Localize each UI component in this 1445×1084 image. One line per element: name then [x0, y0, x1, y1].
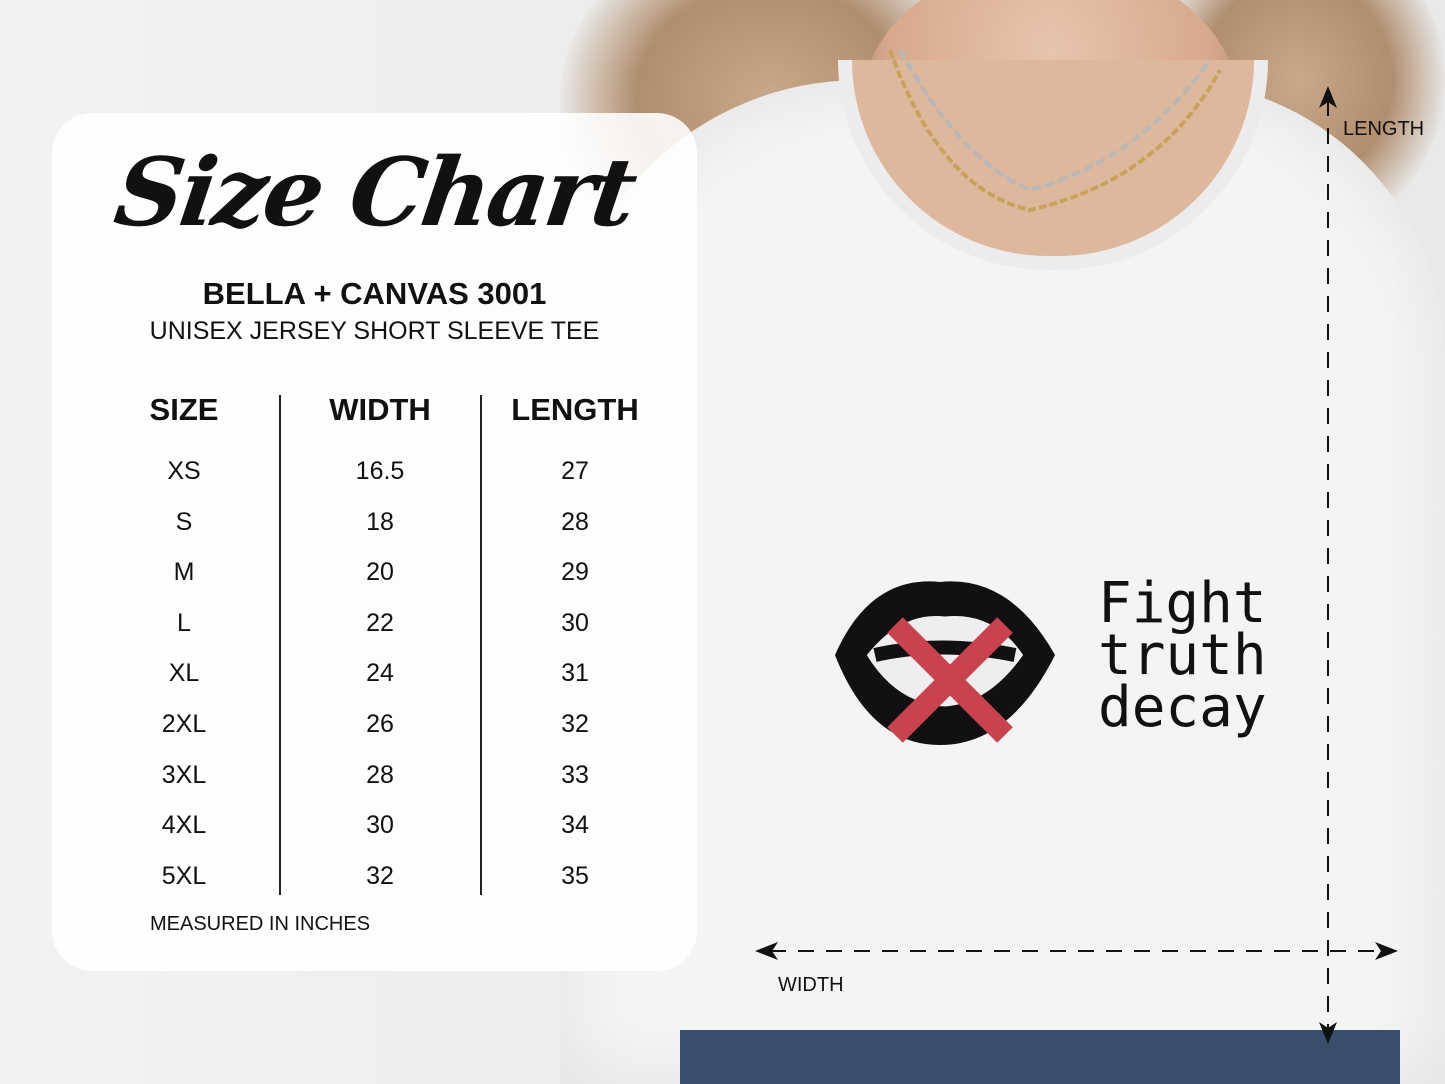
product-name: UNISEX JERSEY SHORT SLEEVE TEE: [149, 317, 600, 345]
size-cell: 4XL: [161, 811, 207, 840]
length-cell: 29: [561, 558, 589, 587]
size-cell: S: [175, 507, 193, 536]
design-line: Fight: [1098, 571, 1267, 636]
length-label: LENGTH: [1343, 118, 1425, 140]
design-text: Fight truth decay: [1098, 571, 1267, 740]
length-cell: 27: [561, 457, 589, 485]
jeans: [680, 1030, 1400, 1084]
brand-name: BELLA + CANVAS 3001: [202, 276, 547, 311]
width-cell: 26: [366, 710, 394, 738]
column-divider: [480, 395, 482, 895]
design-line: truth: [1098, 623, 1267, 688]
length-cell: 32: [561, 710, 589, 738]
arrow-left-icon: [755, 942, 778, 960]
width-cell: 22: [366, 608, 394, 637]
arrow-up-icon: [1319, 86, 1337, 108]
length-cell: 33: [561, 760, 589, 789]
red-x-icon: [887, 617, 1013, 743]
length-cell: 30: [561, 608, 589, 637]
arrow-down-icon: [1319, 1022, 1337, 1044]
header-length: LENGTH: [511, 392, 639, 427]
design-line: decay: [1098, 675, 1267, 740]
size-chart-panel: [52, 113, 697, 971]
size-cell: XL: [168, 659, 200, 688]
length-cell: 35: [561, 861, 589, 890]
width-cell: 30: [366, 811, 394, 840]
width-cell: 32: [366, 861, 394, 890]
size-cell: XS: [167, 457, 201, 485]
size-cell: M: [173, 558, 195, 587]
length-cell: 28: [561, 507, 589, 536]
length-cell: 34: [561, 811, 589, 840]
header-size: SIZE: [149, 392, 219, 427]
measurement-note: MEASURED IN INCHES: [150, 913, 371, 935]
size-cell: 3XL: [161, 760, 207, 789]
width-cell: 24: [366, 659, 394, 688]
width-cell: 16.5: [355, 457, 405, 485]
arrow-right-icon: [1375, 942, 1398, 960]
width-cell: 18: [366, 507, 394, 536]
lips-x-graphic: [835, 581, 1055, 745]
width-cell: 28: [366, 760, 394, 789]
size-cell: 5XL: [161, 861, 207, 890]
size-cell: L: [177, 608, 191, 637]
width-label: WIDTH: [778, 974, 844, 996]
necklace: [888, 49, 1222, 213]
column-divider: [279, 395, 281, 895]
width-cell: 20: [366, 558, 394, 587]
length-cell: 31: [561, 659, 589, 688]
header-width: WIDTH: [329, 392, 431, 427]
size-cell: 2XL: [161, 710, 207, 738]
